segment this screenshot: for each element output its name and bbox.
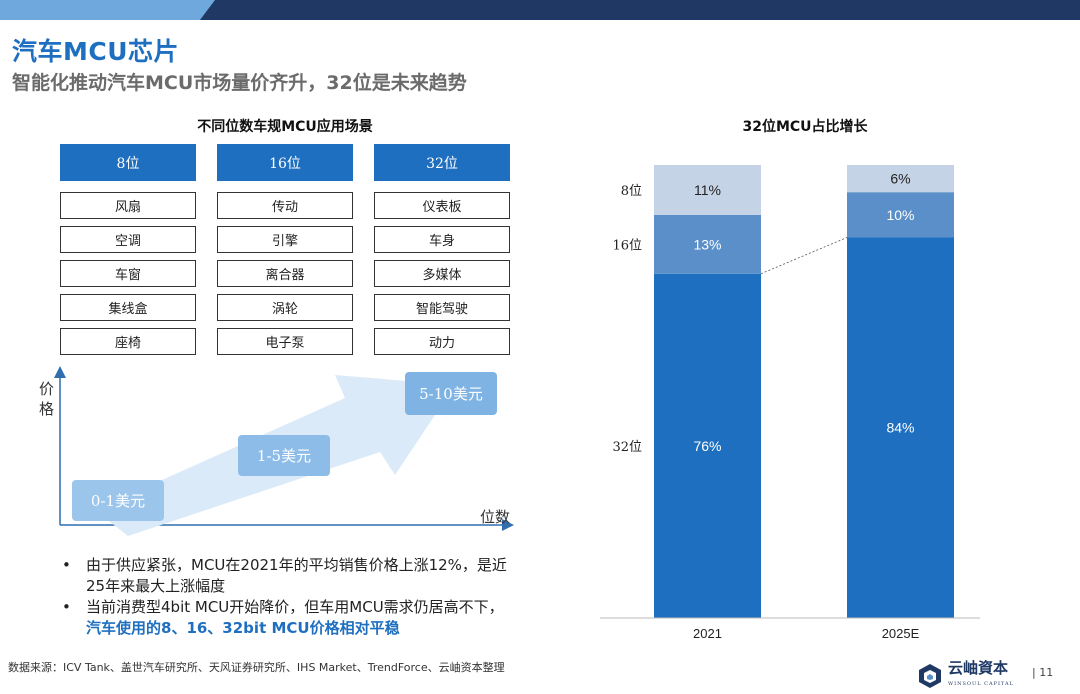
scenario-table-title: 不同位数车规MCU应用场景 xyxy=(197,119,373,135)
scenario-cell: 电子泵 xyxy=(217,328,353,355)
scenario-cell: 座椅 xyxy=(60,328,196,355)
logo-icon xyxy=(919,664,941,688)
price-axis-label: 价格 xyxy=(39,380,55,418)
bar-segment xyxy=(847,237,954,618)
page-title: 汽车MCU芯片 xyxy=(12,37,180,66)
scenario-cell: 车窗 xyxy=(60,260,196,287)
scenario-cell: 离合器 xyxy=(217,260,353,287)
scenario-cell: 车身 xyxy=(374,226,510,253)
data-label: 10% xyxy=(886,207,914,223)
scenario-cell: 涡轮 xyxy=(217,294,353,321)
data-label: 13% xyxy=(693,236,721,252)
price-tier-low: 0-1美元 xyxy=(72,480,164,521)
bar-segment xyxy=(654,165,761,215)
price-tier-mid: 1-5美元 xyxy=(238,435,330,476)
scenario-cell: 风扇 xyxy=(60,192,196,219)
bit-axis-label: 位数 xyxy=(480,508,511,526)
bullet-item: 由于供应紧张，MCU在2021年的平均销售价格上涨12%，是近25年来最大上涨幅… xyxy=(58,555,508,597)
chart-title: 32位MCU占比增长 xyxy=(742,119,868,135)
scenario-cell: 动力 xyxy=(374,328,510,355)
scenario-cell: 集线盒 xyxy=(60,294,196,321)
bar-segment xyxy=(654,273,761,618)
price-tier-high: 5-10美元 xyxy=(405,372,497,415)
series-label: 8位 xyxy=(621,184,642,199)
bullet-item: 当前消费型4bit MCU开始降价，但车用MCU需求仍居高不下， 汽车使用的8、1… xyxy=(58,597,508,639)
data-label: 11% xyxy=(694,182,721,198)
x-tick-label: 2025E xyxy=(882,626,920,641)
scenario-cell: 传动 xyxy=(217,192,353,219)
data-label: 6% xyxy=(890,171,910,187)
bullet-highlight: 汽车使用的8、16、32bit MCU价格相对平稳 xyxy=(86,619,400,637)
x-tick-label: 2021 xyxy=(693,626,722,641)
logo-subtitle: WINSOUL CAPITAL xyxy=(948,681,1014,687)
connector-line xyxy=(760,237,848,275)
bullet-text: 当前消费型4bit MCU开始降价，但车用MCU需求仍居高不下， xyxy=(86,598,504,616)
logo-name: 云岫資本 xyxy=(948,659,1009,677)
scenario-cell: 空调 xyxy=(60,226,196,253)
bar-segment xyxy=(654,214,761,274)
scenario-cell: 仪表板 xyxy=(374,192,510,219)
scenario-cell: 引擎 xyxy=(217,226,353,253)
stacked-bar-chart: 76% 13% 11% 2021 84% 10% 6% 2025E 32位 16位 8位 xyxy=(600,165,980,641)
bar-segment xyxy=(847,192,954,238)
bar-segment xyxy=(847,165,954,193)
bullet-text: 由于供应紧张，MCU在2021年的平均销售价格上涨12%，是近25年来最大上涨幅… xyxy=(86,556,507,595)
column-head-16bit: 16位 xyxy=(217,144,353,181)
top-band xyxy=(0,0,1080,20)
page-number: | 11 xyxy=(1032,666,1054,679)
top-band-accent xyxy=(0,0,215,20)
scenario-cell: 智能驾驶 xyxy=(374,294,510,321)
logo-text: 云岫資本 WINSOUL CAPITAL xyxy=(948,660,1014,692)
scenario-cell: 多媒体 xyxy=(374,260,510,287)
bullet-list: 由于供应紧张，MCU在2021年的平均销售价格上涨12%，是近25年来最大上涨幅… xyxy=(58,555,508,639)
data-label: 76% xyxy=(693,438,721,454)
data-label: 84% xyxy=(886,420,914,436)
series-label: 32位 xyxy=(612,440,642,455)
source-note: 数据来源：ICV Tank、盖世汽车研究所、天风证券研究所、IHS Market… xyxy=(8,661,505,674)
series-label: 16位 xyxy=(612,238,642,253)
column-head-8bit: 8位 xyxy=(60,144,196,181)
company-logo: 云岫資本 WINSOUL CAPITAL xyxy=(918,660,1014,692)
column-head-32bit: 32位 xyxy=(374,144,510,181)
page-subtitle: 智能化推动汽车MCU市场量价齐升，32位是未来趋势 xyxy=(12,72,467,94)
